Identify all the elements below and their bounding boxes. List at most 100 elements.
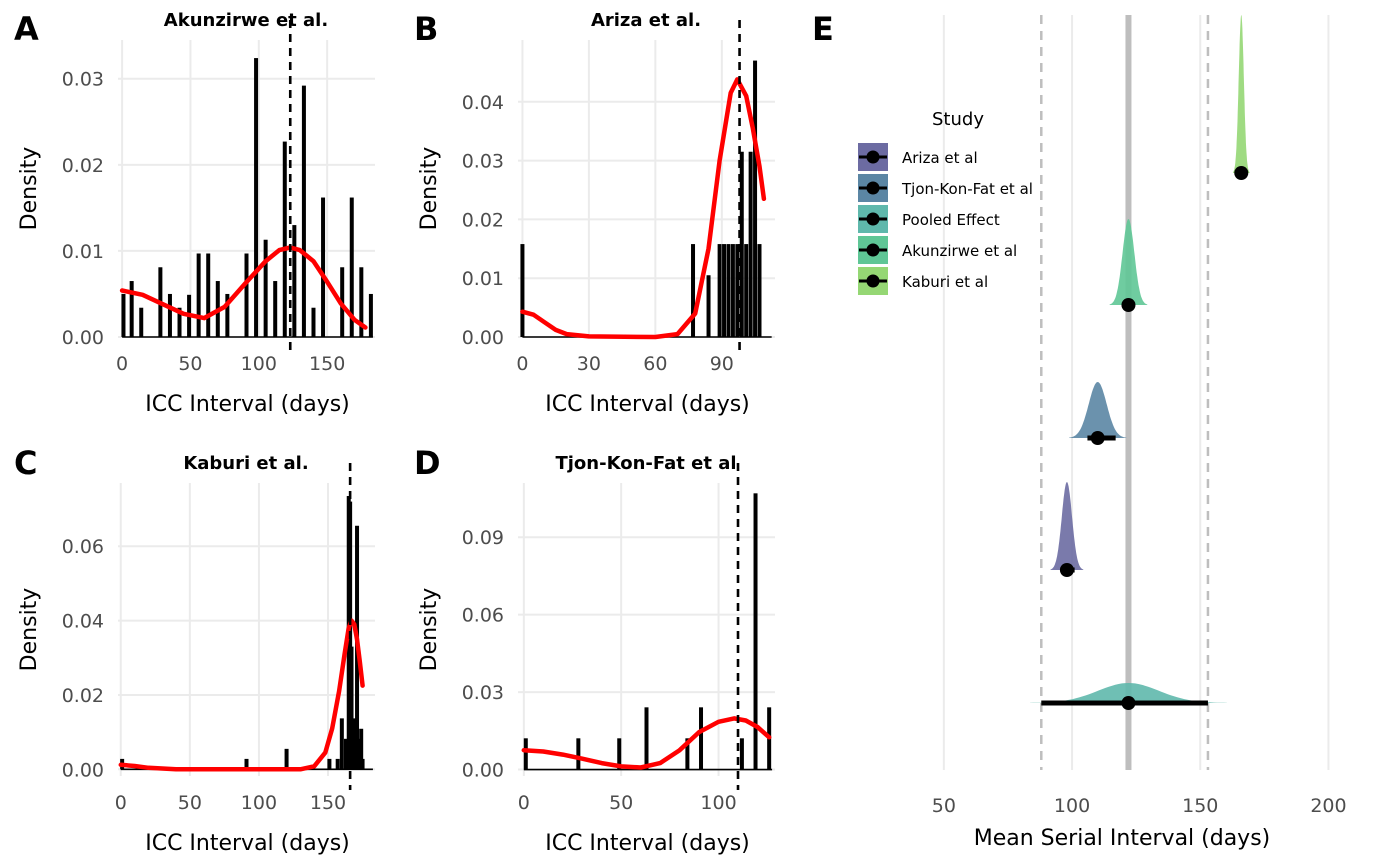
y-tick-label: 0.03 [462,682,504,704]
x-tick-label: 50 [178,353,202,375]
mean-point [1090,431,1105,445]
x-tick-label: 0 [518,792,530,814]
panel-e: Study Ariza et al Tjon-Kon-Fat et al Pooled… [812,10,1347,851]
histogram-bar [244,253,249,337]
histogram-bar [254,58,259,338]
histogram-bar [753,493,758,770]
panel-title: Ariza et al. [591,10,701,31]
x-tick-label: 150 [309,353,345,375]
histogram-bar [739,151,744,337]
mean-point [1059,563,1074,577]
density-curve [520,77,767,340]
legend-swatch-point [866,243,880,257]
y-tick-label: 0.03 [462,151,504,173]
x-tick-label: 90 [710,353,734,375]
legend-title: Study [932,109,984,130]
y-axis-title: Density [417,147,442,231]
distribution-ariza-et-al [1050,482,1084,570]
y-axis-title: Density [417,588,442,672]
histogram-bar [685,738,690,770]
legend-label: Tjon-Kon-Fat et al [901,180,1033,198]
histogram-bar [167,293,172,337]
panel-d: 0 50 100 0.00 0.03 0.06 0.09 Tjon-Kon-Fat et al… [414,444,775,856]
y-tick-label: 0.00 [462,327,504,349]
legend-label: Akunzirwe et al [902,242,1017,260]
legend-swatch-point [866,274,880,288]
legend-label: Ariza et al [902,149,978,167]
histogram-bar [343,738,348,770]
histogram-bar [744,244,749,337]
histogram-bar [523,738,528,770]
histogram-bar [349,646,354,770]
histogram-bar [311,307,316,337]
y-axis-title: Density [17,147,42,231]
histogram-bar [292,225,297,337]
histogram-bar [739,738,744,770]
y-tick-label: 0.02 [462,209,504,231]
histogram-bar [339,718,344,770]
x-tick-label: 50 [178,792,202,814]
histogram-bar [691,244,696,337]
density-curve [118,618,365,772]
x-tick-label: 100 [241,792,277,814]
histogram-bar [327,758,332,770]
x-axis-title: ICC Interval (days) [145,392,350,417]
density-curve [119,245,368,330]
distribution-akunzirwe-et-al [1109,219,1148,305]
histogram-bar [244,758,249,770]
y-tick-label: 0.00 [62,759,104,781]
histogram-bar [139,307,144,337]
y-tick-label: 0.00 [62,327,104,349]
distribution-kaburi-et-al [1233,15,1250,173]
histogram-bar [706,275,711,337]
histogram-bar [129,281,134,337]
histogram-bar [301,85,306,337]
histogram-bar [321,197,326,337]
x-tick-label: 100 [241,353,277,375]
histogram-bar [644,707,649,770]
histogram-bar [368,293,373,337]
y-tick-label: 0.06 [462,605,504,627]
histogram-bar [360,758,365,770]
legend-swatch-point [866,150,880,164]
y-tick-label: 0.01 [462,268,504,290]
histogram-bar [225,293,230,337]
y-tick-label: 0.01 [62,241,104,263]
x-axis-title: Mean Serial Interval (days) [974,826,1271,851]
y-tick-label: 0.06 [62,536,104,558]
panel-a: 0 50 100 150 0.00 0.01 0.02 0.03 Akunzirwe et al… [14,10,375,417]
y-tick-label: 0.09 [462,527,504,549]
density-curve [521,716,772,770]
y-tick-label: 0.03 [62,69,104,91]
histogram-bar [335,758,340,770]
y-tick-label: 0.04 [62,611,104,633]
panel-letter: E [812,10,834,48]
panel-title: Tjon-Kon-Fat et al [555,453,736,474]
x-axis-title: ICC Interval (days) [545,831,750,856]
histogram-bar [177,307,182,337]
x-tick-label: 50 [932,795,956,817]
x-tick-label: 100 [700,792,736,814]
y-tick-label: 0.00 [462,760,504,782]
y-tick-label: 0.02 [62,155,104,177]
legend: Study Ariza et al Tjon-Kon-Fat et al Pooled… [858,109,1033,295]
mean-point [1121,696,1136,710]
histogram-bar [699,707,704,770]
x-axis-title: ICC Interval (days) [145,831,350,856]
histogram-bar [717,244,722,337]
legend-label: Kaburi et al [902,273,988,291]
histogram-bar [730,244,735,337]
x-tick-label: 0 [116,353,128,375]
x-axis-title: ICC Interval (days) [545,392,750,417]
histogram-bar [520,244,525,337]
histogram-bar [735,244,740,337]
histogram-bar [722,244,727,337]
histogram-bar [352,718,357,770]
panel-letter: B [414,10,438,48]
histogram-bar [273,281,278,337]
mean-point [1234,166,1249,180]
x-tick-label: 200 [1310,795,1346,817]
histogram-bar [617,738,622,770]
panel-letter: A [14,10,39,48]
